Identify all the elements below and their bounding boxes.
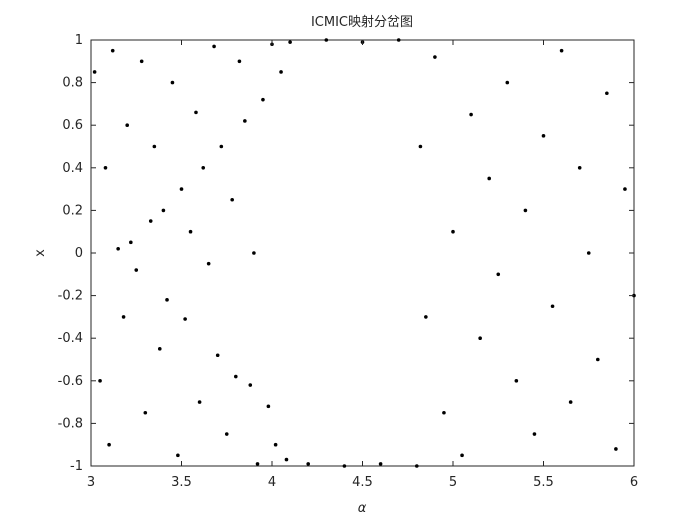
point bbox=[219, 144, 224, 149]
y-tick-label: -0.8 bbox=[58, 416, 83, 431]
point bbox=[605, 91, 609, 96]
point bbox=[183, 317, 187, 321]
point bbox=[157, 347, 162, 351]
point bbox=[224, 432, 229, 436]
point bbox=[342, 464, 347, 468]
y-tick-label: -0.2 bbox=[58, 289, 83, 304]
point bbox=[496, 272, 501, 277]
point bbox=[460, 453, 464, 458]
point bbox=[107, 442, 111, 447]
y-tick-label: 0.2 bbox=[62, 203, 83, 218]
point bbox=[92, 70, 97, 74]
point bbox=[125, 123, 129, 127]
y-tick-label: -0.6 bbox=[58, 374, 83, 389]
y-tick-label: 0.6 bbox=[62, 118, 83, 133]
point bbox=[577, 166, 582, 170]
point bbox=[165, 298, 169, 302]
point bbox=[288, 40, 292, 44]
point bbox=[523, 208, 528, 213]
point bbox=[284, 457, 289, 462]
point bbox=[568, 400, 573, 404]
point bbox=[98, 379, 102, 383]
point bbox=[161, 208, 166, 213]
point bbox=[478, 336, 482, 341]
x-tick-label: 3.5 bbox=[171, 475, 192, 490]
x-tick-label: 4.5 bbox=[352, 475, 373, 490]
point bbox=[176, 453, 180, 458]
y-axis-label: x bbox=[33, 249, 48, 257]
point bbox=[179, 187, 184, 191]
point bbox=[197, 400, 202, 404]
point bbox=[103, 166, 108, 170]
point bbox=[415, 464, 419, 468]
point bbox=[248, 383, 253, 387]
point bbox=[234, 374, 238, 379]
point bbox=[134, 268, 139, 272]
point bbox=[212, 44, 216, 49]
point bbox=[230, 197, 234, 202]
point bbox=[324, 38, 329, 42]
point bbox=[586, 251, 591, 255]
point bbox=[487, 176, 492, 181]
y-tick-label: 0.8 bbox=[62, 76, 83, 91]
y-tick-label: 0.4 bbox=[62, 161, 83, 176]
point bbox=[442, 410, 446, 415]
point bbox=[596, 357, 600, 362]
point bbox=[255, 462, 260, 466]
point bbox=[170, 80, 175, 85]
x-tick-label: 5.5 bbox=[533, 475, 554, 490]
point bbox=[514, 379, 519, 383]
point bbox=[110, 48, 115, 53]
point bbox=[469, 112, 473, 117]
chart-title: ICMIC映射分岔图 bbox=[311, 14, 413, 30]
point bbox=[206, 261, 211, 266]
point bbox=[279, 70, 283, 74]
point bbox=[266, 404, 271, 409]
point bbox=[396, 38, 401, 42]
point bbox=[116, 246, 120, 251]
point bbox=[306, 462, 311, 466]
point bbox=[188, 229, 193, 234]
point bbox=[215, 353, 220, 358]
point bbox=[424, 315, 428, 319]
point bbox=[532, 432, 537, 436]
point bbox=[550, 304, 555, 309]
point bbox=[273, 442, 278, 447]
point bbox=[139, 59, 144, 64]
point bbox=[418, 144, 423, 149]
point bbox=[451, 229, 455, 234]
plot-area bbox=[90, 39, 635, 467]
point bbox=[623, 187, 627, 191]
point bbox=[129, 240, 133, 245]
point bbox=[143, 410, 148, 415]
point bbox=[121, 315, 126, 319]
point bbox=[252, 251, 256, 255]
point bbox=[261, 97, 265, 102]
y-tick-label: -1 bbox=[70, 459, 83, 474]
x-axis-label: α bbox=[358, 501, 367, 516]
point bbox=[194, 110, 198, 115]
point bbox=[148, 219, 153, 223]
point bbox=[201, 166, 206, 170]
x-tick-label: 5 bbox=[449, 475, 457, 490]
point bbox=[614, 447, 618, 451]
x-tick-label: 4 bbox=[268, 475, 276, 490]
point bbox=[559, 48, 564, 53]
y-tick-label: -0.4 bbox=[58, 331, 83, 346]
point bbox=[237, 59, 242, 64]
point bbox=[433, 55, 437, 59]
y-tick-label: 1 bbox=[75, 33, 83, 48]
x-tick-label: 6 bbox=[630, 475, 638, 490]
point bbox=[505, 80, 510, 85]
point bbox=[378, 462, 383, 466]
point bbox=[243, 119, 247, 123]
point bbox=[152, 144, 157, 149]
y-tick-label: 0 bbox=[75, 246, 83, 261]
x-tick-label: 3 bbox=[87, 475, 95, 490]
point bbox=[541, 134, 546, 138]
